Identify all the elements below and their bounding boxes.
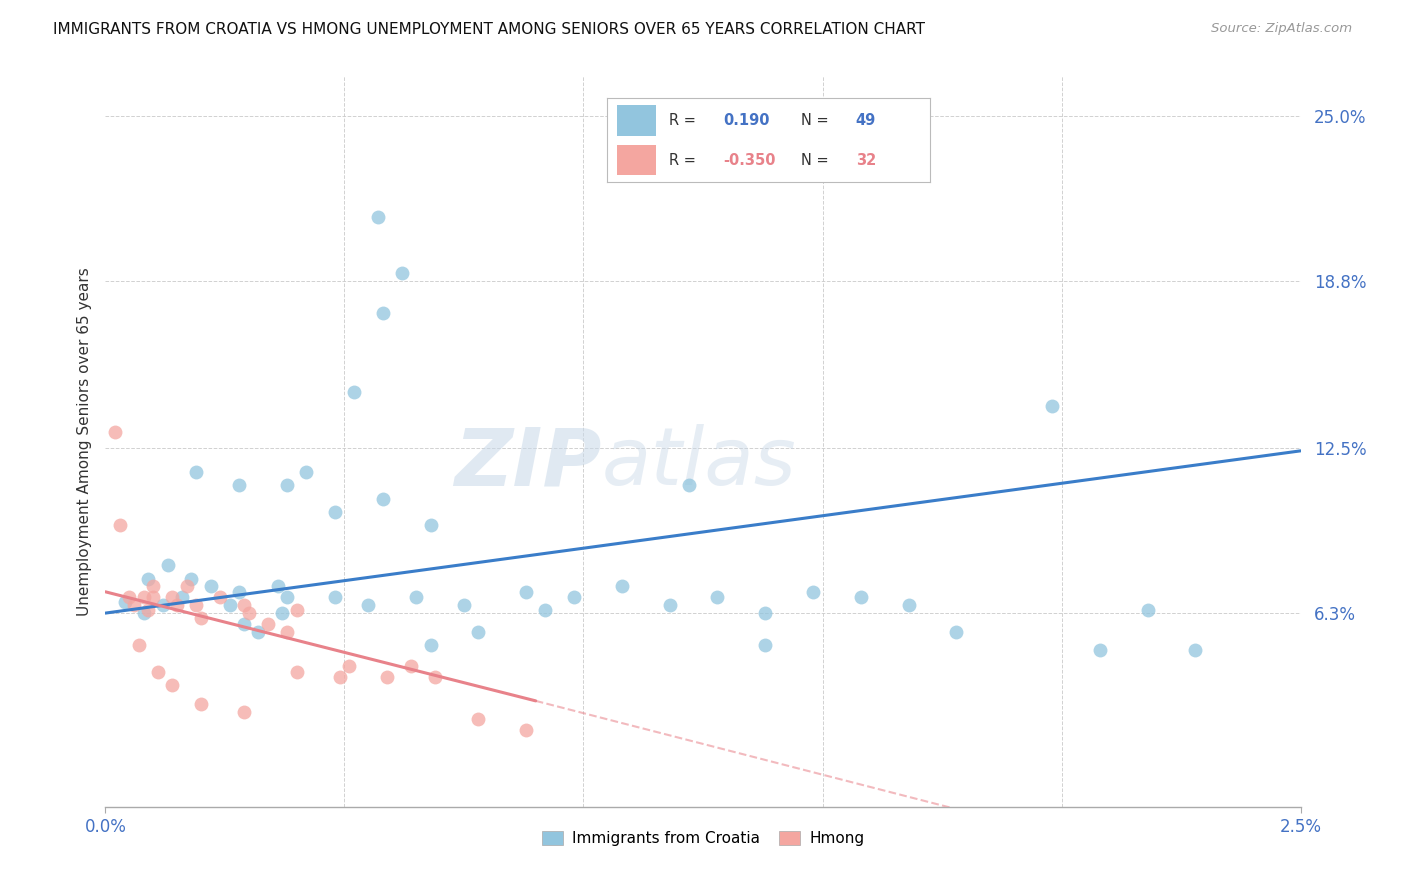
Point (371, 491, 394, 506)
Point (377, 670, 399, 684)
Point (285, 665, 308, 679)
Point (323, 505, 346, 519)
Point (233, 616, 256, 631)
Y-axis label: Unemployment Among Seniors over 65 years: Unemployment Among Seniors over 65 years (76, 268, 91, 615)
Point (162, 678, 184, 692)
Point (176, 580, 198, 594)
Point (104, 425, 127, 440)
Point (170, 590, 193, 604)
Point (238, 606, 260, 620)
Point (419, 518, 441, 533)
Point (132, 590, 155, 604)
Point (152, 598, 174, 612)
Point (1184, 643, 1206, 657)
Point (329, 670, 352, 684)
Point (323, 590, 346, 604)
Point (295, 465, 318, 479)
Point (1040, 399, 1063, 413)
Point (156, 558, 179, 573)
Point (162, 590, 184, 604)
Point (401, 659, 423, 673)
Point (209, 590, 232, 604)
Point (138, 603, 160, 617)
Point (190, 611, 212, 625)
Point (142, 580, 165, 594)
Point (419, 638, 441, 652)
Point (271, 606, 294, 620)
Point (128, 638, 150, 652)
Point (266, 580, 288, 594)
Point (114, 595, 136, 609)
Point (610, 580, 633, 594)
Text: ZIP: ZIP (454, 425, 602, 502)
Point (180, 572, 202, 586)
Point (706, 590, 728, 604)
Point (357, 598, 380, 612)
Point (276, 590, 298, 604)
Point (337, 659, 360, 673)
Legend: Immigrants from Croatia, Hmong: Immigrants from Croatia, Hmong (536, 824, 870, 852)
Point (754, 606, 776, 620)
Point (218, 598, 240, 612)
Point (367, 210, 389, 224)
Point (425, 670, 447, 684)
Point (276, 624, 298, 639)
Point (467, 713, 489, 727)
Point (285, 603, 308, 617)
Point (371, 305, 394, 319)
Point (200, 580, 222, 594)
Point (186, 465, 208, 479)
Point (562, 590, 585, 604)
Point (132, 606, 155, 620)
Point (122, 598, 145, 612)
Point (247, 624, 270, 639)
Point (534, 603, 557, 617)
Point (849, 590, 872, 604)
Point (1136, 603, 1159, 617)
Point (186, 598, 208, 612)
Point (515, 584, 537, 599)
Point (228, 584, 250, 599)
Point (142, 590, 165, 604)
Text: Source: ZipAtlas.com: Source: ZipAtlas.com (1212, 22, 1353, 36)
Point (658, 598, 681, 612)
Point (233, 705, 256, 719)
Point (108, 518, 131, 533)
Point (233, 598, 256, 612)
Point (678, 478, 700, 492)
Point (228, 478, 250, 492)
Point (897, 598, 920, 612)
Point (945, 624, 967, 639)
Point (405, 590, 427, 604)
Point (453, 598, 475, 612)
Point (138, 572, 160, 586)
Point (515, 723, 537, 738)
Point (118, 590, 141, 604)
Point (467, 624, 489, 639)
Point (343, 385, 366, 400)
Point (276, 478, 298, 492)
Point (257, 616, 280, 631)
Point (754, 638, 776, 652)
Point (146, 665, 169, 679)
Point (190, 697, 212, 711)
Text: atlas: atlas (602, 425, 796, 502)
Point (166, 598, 188, 612)
Text: IMMIGRANTS FROM CROATIA VS HMONG UNEMPLOYMENT AMONG SENIORS OVER 65 YEARS CORREL: IMMIGRANTS FROM CROATIA VS HMONG UNEMPLO… (53, 22, 925, 37)
Point (1088, 643, 1111, 657)
Point (801, 584, 824, 599)
Point (391, 266, 413, 280)
